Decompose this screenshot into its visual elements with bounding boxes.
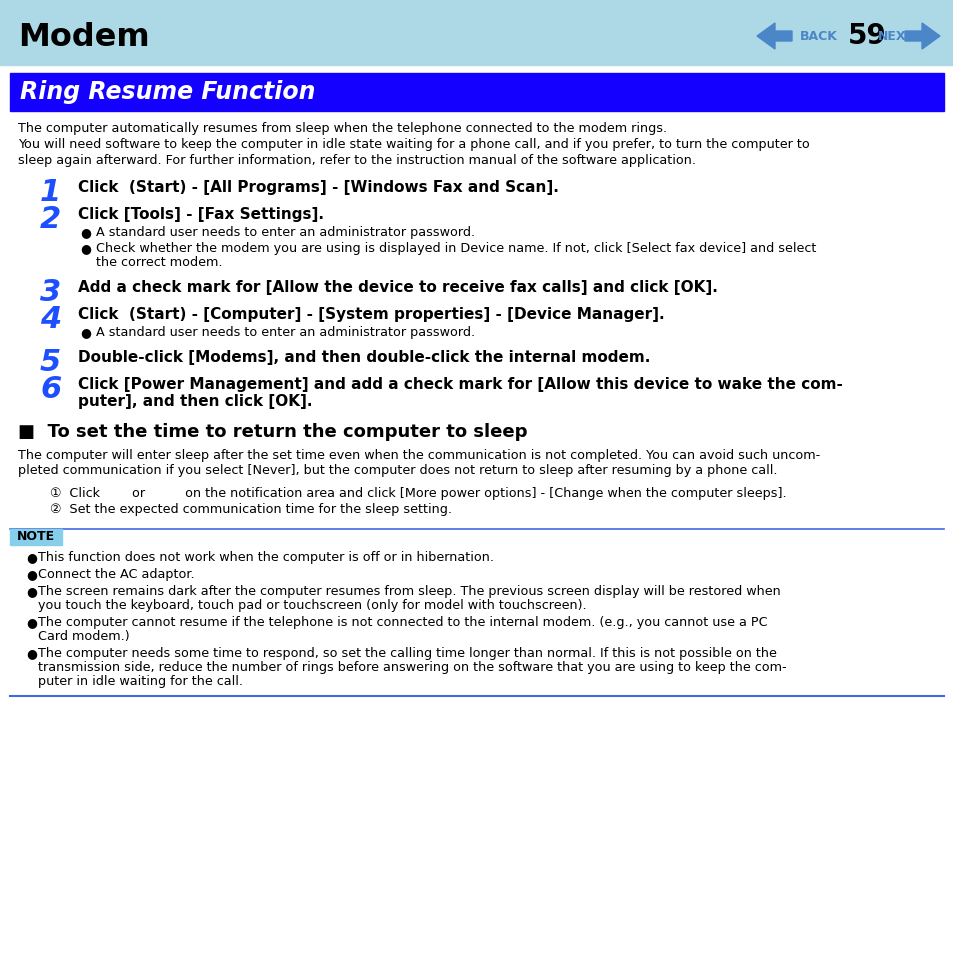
Text: NEXT: NEXT <box>877 30 914 42</box>
Text: A standard user needs to enter an administrator password.: A standard user needs to enter an admini… <box>96 326 475 339</box>
Text: Card modem.): Card modem.) <box>38 630 130 643</box>
Text: The computer will enter sleep after the set time even when the communication is : The computer will enter sleep after the … <box>18 449 820 462</box>
Text: Modem: Modem <box>18 22 150 54</box>
Text: 59: 59 <box>847 22 886 50</box>
Text: ●: ● <box>80 242 91 255</box>
Polygon shape <box>904 23 939 49</box>
Text: The screen remains dark after the computer resumes from sleep. The previous scre: The screen remains dark after the comput… <box>38 585 780 598</box>
Text: ●: ● <box>26 616 37 629</box>
Text: puter], and then click [OK].: puter], and then click [OK]. <box>78 394 313 409</box>
Text: ●: ● <box>26 568 37 581</box>
Text: Connect the AC adaptor.: Connect the AC adaptor. <box>38 568 194 581</box>
Text: 2: 2 <box>40 205 61 234</box>
Text: BACK: BACK <box>800 30 837 42</box>
Text: ●: ● <box>80 326 91 339</box>
Text: 5: 5 <box>40 348 61 377</box>
Text: 1: 1 <box>40 178 61 207</box>
Bar <box>0 0 953 65</box>
Text: 3: 3 <box>40 278 61 307</box>
Text: puter in idle waiting for the call.: puter in idle waiting for the call. <box>38 675 243 688</box>
Text: The computer cannot resume if the telephone is not connected to the internal mod: The computer cannot resume if the teleph… <box>38 616 767 629</box>
Text: Add a check mark for [Allow the device to receive fax calls] and click [OK].: Add a check mark for [Allow the device t… <box>78 280 717 295</box>
Text: you touch the keyboard, touch pad or touchscreen (only for model with touchscree: you touch the keyboard, touch pad or tou… <box>38 599 586 612</box>
Text: Click [Tools] - [Fax Settings].: Click [Tools] - [Fax Settings]. <box>78 207 324 222</box>
Text: ■  To set the time to return the computer to sleep: ■ To set the time to return the computer… <box>18 423 527 441</box>
Bar <box>10 73 943 111</box>
Text: ①  Click        or          on the notification area and click [More power optio: ① Click or on the notification area and … <box>50 487 786 500</box>
Text: A standard user needs to enter an administrator password.: A standard user needs to enter an admini… <box>96 226 475 239</box>
Polygon shape <box>757 23 791 49</box>
Text: Check whether the modem you are using is displayed in Device name. If not, click: Check whether the modem you are using is… <box>96 242 816 255</box>
Text: sleep again afterward. For further information, refer to the instruction manual : sleep again afterward. For further infor… <box>18 154 696 167</box>
Bar <box>10 529 62 545</box>
Text: transmission side, reduce the number of rings before answering on the software t: transmission side, reduce the number of … <box>38 661 786 674</box>
Text: Click  (Start) - [Computer] - [System properties] - [Device Manager].: Click (Start) - [Computer] - [System pro… <box>78 307 664 322</box>
Text: ●: ● <box>26 647 37 660</box>
Text: ②  Set the expected communication time for the sleep setting.: ② Set the expected communication time fo… <box>50 503 452 516</box>
Text: ●: ● <box>26 551 37 564</box>
Text: Click [Power Management] and add a check mark for [Allow this device to wake the: Click [Power Management] and add a check… <box>78 377 842 392</box>
Text: ●: ● <box>26 585 37 598</box>
Text: Double-click [Modems], and then double-click the internal modem.: Double-click [Modems], and then double-c… <box>78 350 650 365</box>
Text: This function does not work when the computer is off or in hibernation.: This function does not work when the com… <box>38 551 494 564</box>
Text: 4: 4 <box>40 305 61 334</box>
Text: The computer automatically resumes from sleep when the telephone connected to th: The computer automatically resumes from … <box>18 122 666 135</box>
Text: You will need software to keep the computer in idle state waiting for a phone ca: You will need software to keep the compu… <box>18 138 809 151</box>
Text: 6: 6 <box>40 375 61 404</box>
Text: pleted communication if you select [Never], but the computer does not return to : pleted communication if you select [Neve… <box>18 464 777 477</box>
Text: ●: ● <box>80 226 91 239</box>
Text: Click  (Start) - [All Programs] - [Windows Fax and Scan].: Click (Start) - [All Programs] - [Window… <box>78 180 558 195</box>
Text: the correct modem.: the correct modem. <box>96 256 222 269</box>
Text: The computer needs some time to respond, so set the calling time longer than nor: The computer needs some time to respond,… <box>38 647 776 660</box>
Text: NOTE: NOTE <box>17 530 55 544</box>
Text: Ring Resume Function: Ring Resume Function <box>20 80 315 104</box>
